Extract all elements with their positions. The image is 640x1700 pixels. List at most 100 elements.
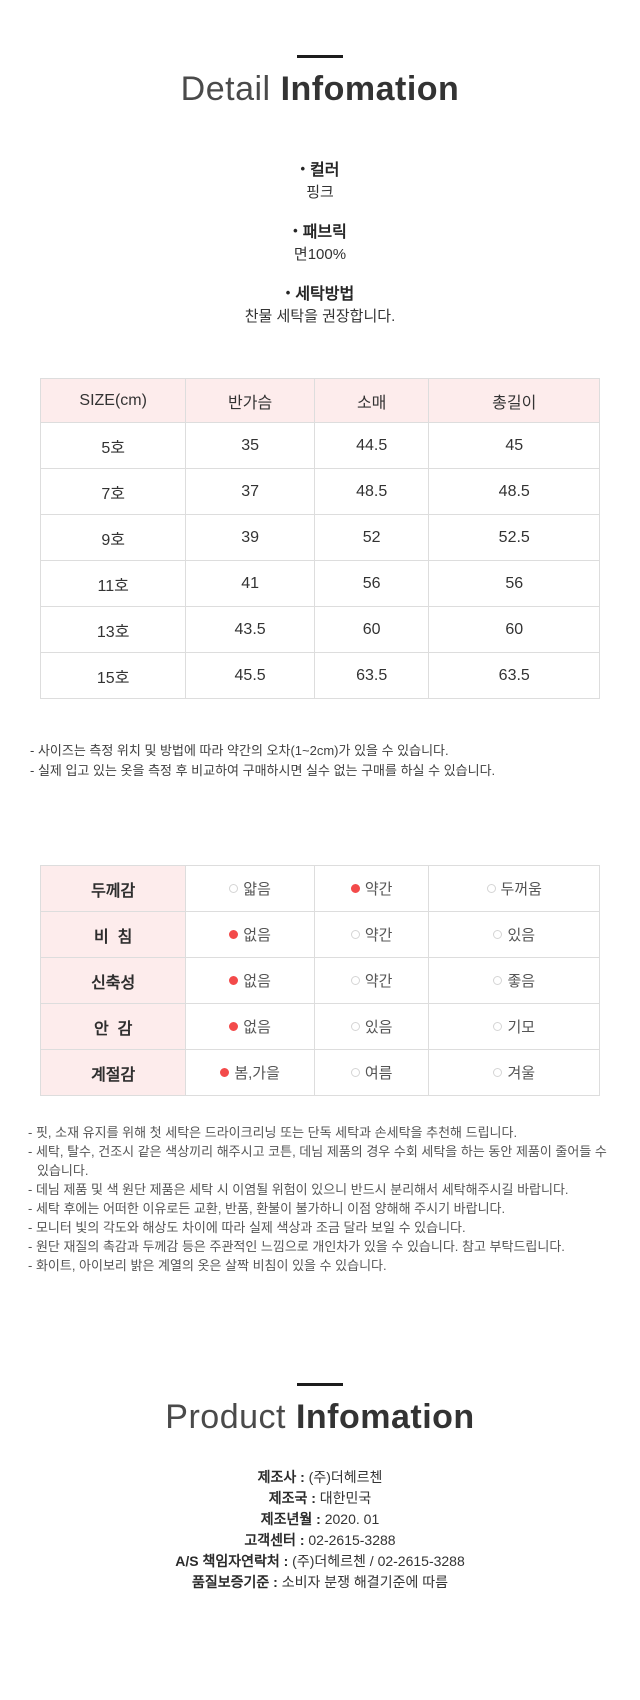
attr-option: 기모: [428, 1003, 600, 1050]
radio-dot-icon: [493, 1068, 503, 1077]
size-note: - 실제 입고 있는 옷을 측정 후 비교하여 구매하시면 실수 없는 구매를 …: [30, 763, 496, 778]
product-section-header: Product Infomation: [0, 1275, 640, 1437]
field-value: 소비자 분쟁 해결기준에 따름: [281, 1574, 448, 1590]
size-col-header: 총길이: [428, 378, 600, 423]
attr-option: 약간: [313, 865, 430, 912]
bullet-icon: •: [300, 161, 306, 176]
field-value: 02-2615-3288: [308, 1532, 396, 1548]
size-note: - 사이즈는 측정 위치 및 방법에 따라 약간의 오차(1~2cm)가 있을 …: [30, 743, 449, 758]
attr-label: 안 감: [39, 1003, 187, 1050]
size-cell: 48.5: [313, 468, 430, 515]
size-cell: 63.5: [428, 652, 600, 699]
care-note: - 데님 제품 및 색 원단 제품은 세탁 시 이염될 위험이 있으니 반드시 …: [28, 1182, 569, 1197]
care-note: - 세탁, 탈수, 건조시 같은 색상끼리 해주시고 코튼, 데님 제품의 경우…: [28, 1144, 607, 1178]
attribute-table: 두께감 얇음 약간 두꺼움 비 침 없음 약간 있음 신축성 없음 약간 좋음: [39, 865, 600, 1096]
radio-dot-icon: [350, 1022, 360, 1031]
attr-option: 있음: [428, 911, 600, 958]
size-col-header: SIZE(cm): [39, 378, 187, 423]
attr-option: 겨울: [428, 1049, 600, 1096]
size-cell: 52.5: [428, 514, 600, 561]
attr-label: 계절감: [39, 1049, 187, 1096]
field-value: 대한민국: [319, 1490, 372, 1506]
attr-label: 신축성: [39, 957, 187, 1004]
radio-dot-icon: [350, 1068, 360, 1077]
size-cell: 41: [185, 560, 315, 607]
detail-section-header: Detail Infomation: [0, 0, 640, 109]
radio-dot-icon: [229, 930, 239, 939]
attr-option: 없음: [185, 911, 315, 958]
attr-option: 좋음: [428, 957, 600, 1004]
attr-option: 약간: [313, 957, 430, 1004]
radio-dot-icon: [229, 884, 239, 893]
attr-option-label: 약간: [364, 927, 393, 944]
size-cell: 13호: [39, 606, 187, 653]
attr-option-label: 없음: [243, 973, 271, 990]
size-cell: 60: [428, 606, 600, 653]
size-cell: 52: [313, 514, 430, 561]
attr-option-label: 약간: [364, 973, 393, 990]
attr-row-sheerness: 비 침 없음 약간 있음: [39, 911, 600, 958]
radio-dot-icon: [350, 930, 360, 939]
field-value: 2020. 01: [324, 1511, 380, 1527]
spec-wash-label: • 세탁방법: [0, 281, 640, 306]
size-cell: 45: [428, 422, 600, 469]
spec-fabric: • 패브릭 면100%: [0, 219, 640, 266]
attr-option: 없음: [185, 957, 315, 1004]
size-table-header-row: SIZE(cm) 반가슴 소매 총길이: [39, 378, 600, 423]
size-table-row: 9호 39 52 52.5: [39, 514, 600, 561]
size-table: SIZE(cm) 반가슴 소매 총길이 5호 35 44.5 45 7호 37 …: [39, 378, 600, 699]
attr-option-label: 있음: [364, 1019, 393, 1036]
attr-option-label: 기모: [507, 1019, 536, 1036]
attr-option-label: 봄,가을: [234, 1065, 280, 1082]
field-label: 제조사 :: [257, 1469, 305, 1485]
size-cell: 63.5: [313, 652, 430, 699]
attr-option: 봄,가을: [185, 1049, 315, 1096]
spec-fabric-value: 면100%: [293, 246, 347, 263]
field-label: 제조국 :: [268, 1490, 316, 1506]
attr-option-label: 얇음: [243, 881, 271, 898]
attr-option-label: 여름: [364, 1065, 393, 1082]
attr-option-label: 약간: [364, 881, 393, 898]
title-divider: [297, 1383, 343, 1386]
attr-row-season: 계절감 봄,가을 여름 겨울: [39, 1049, 600, 1096]
size-cell: 56: [313, 560, 430, 607]
size-col-header: 반가슴: [185, 378, 315, 423]
size-cell: 44.5: [313, 422, 430, 469]
attr-option-label: 없음: [243, 1019, 271, 1036]
attr-option-label: 있음: [507, 927, 536, 944]
radio-dot-icon: [493, 930, 503, 939]
product-field-customer-center: 고객센터 : 02-2615-3288: [0, 1530, 640, 1551]
attr-option: 얇음: [185, 865, 315, 912]
bullet-icon: •: [293, 223, 298, 238]
care-note-list: - 핏, 소재 유지를 위해 첫 세탁은 드라이크리닝 또는 단독 세탁과 손세…: [28, 1123, 612, 1275]
radio-dot-icon: [493, 976, 503, 985]
size-table-wrap: SIZE(cm) 반가슴 소매 총길이 5호 35 44.5 45 7호 37 …: [39, 378, 600, 699]
size-cell: 56: [428, 560, 600, 607]
field-label: A/S 책임자연락처 :: [175, 1553, 289, 1569]
field-value: (주)더헤르첸: [308, 1469, 383, 1485]
radio-dot-icon: [493, 1022, 503, 1031]
size-table-row: 7호 37 48.5 48.5: [39, 468, 600, 515]
care-note: - 핏, 소재 유지를 위해 첫 세탁은 드라이크리닝 또는 단독 세탁과 손세…: [28, 1125, 518, 1140]
field-label: 제조년월 :: [260, 1511, 321, 1527]
size-cell: 43.5: [185, 606, 315, 653]
spec-fabric-label: • 패브릭: [0, 219, 640, 244]
care-note: - 세탁 후에는 어떠한 이유로든 교환, 반품, 환불이 불가하니 이점 양해…: [28, 1201, 506, 1216]
detail-spec-list: • 컬러 핑크 • 패브릭 면100% • 세탁방법 찬물 세탁을 권장합니다.: [0, 157, 640, 328]
attr-option-label: 겨울: [507, 1065, 536, 1082]
size-cell: 9호: [39, 514, 187, 561]
size-cell: 39: [185, 514, 315, 561]
size-col-header: 소매: [313, 378, 430, 423]
spec-wash-value: 찬물 세탁을 권장합니다.: [244, 308, 396, 325]
detail-title-light: Detail: [180, 70, 271, 108]
attr-row-thickness: 두께감 얇음 약간 두꺼움: [39, 865, 600, 912]
attr-option: 없음: [185, 1003, 315, 1050]
attr-option-label: 두꺼움: [500, 881, 542, 898]
radio-dot-icon: [486, 884, 496, 893]
bullet-icon: •: [285, 285, 291, 300]
product-section-title: Product Infomation: [0, 1398, 640, 1437]
spec-wash: • 세탁방법 찬물 세탁을 권장합니다.: [0, 281, 640, 328]
size-cell: 5호: [39, 422, 187, 469]
spec-color-label: • 컬러: [0, 157, 640, 182]
size-cell: 45.5: [185, 652, 315, 699]
